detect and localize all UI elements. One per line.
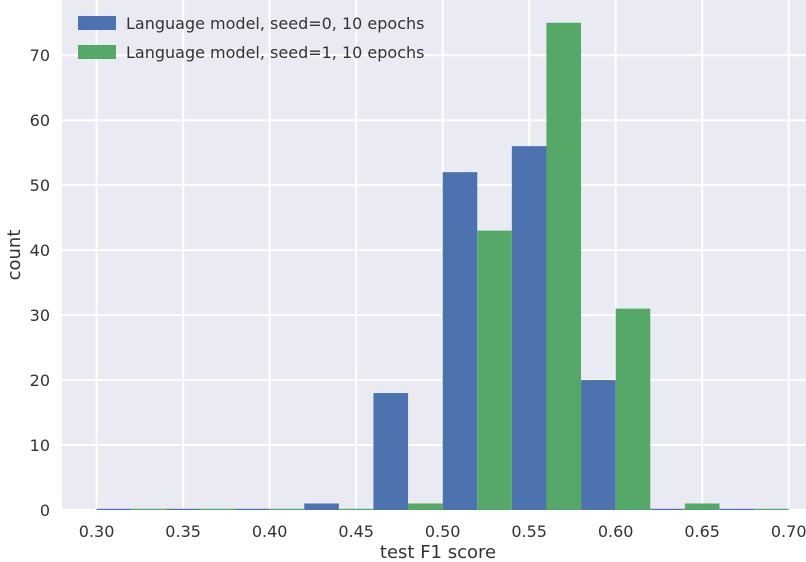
plot-background: [62, 0, 806, 510]
bar-series-0-bin-2: [235, 508, 270, 510]
bar-series-0-bin-0: [96, 508, 132, 510]
bar-series-1-bin-5: [477, 230, 512, 510]
legend-swatch: [78, 45, 116, 59]
x-axis-label: test F1 score: [380, 542, 496, 562]
y-tick-labels: 0 10 20 30 40 50 60 70: [30, 46, 50, 520]
x-tick-label: 0.35: [165, 522, 201, 541]
x-tick-label: 0.40: [252, 522, 288, 541]
y-tick-label: 0: [40, 501, 50, 520]
bar-series-1-bin-9: [754, 508, 789, 510]
x-tick-label: 0.70: [771, 522, 806, 541]
x-tick-label: 0.50: [425, 522, 461, 541]
y-tick-label: 30: [30, 306, 50, 325]
bar-series-0-bin-9: [719, 508, 755, 510]
bar-series-1-bin-7: [615, 308, 651, 510]
y-tick-label: 50: [30, 176, 50, 195]
bar-series-1-bin-6: [546, 22, 582, 510]
bar-series-1-bin-3: [338, 508, 374, 510]
x-tick-label: 0.65: [684, 522, 720, 541]
bar-series-1-bin-1: [200, 508, 236, 510]
bar-series-0-bin-5: [442, 172, 478, 511]
legend-entry: Language model, seed=0, 10 epochs: [126, 14, 424, 33]
y-axis-label: count: [4, 230, 25, 281]
x-tick-label: 0.60: [598, 522, 634, 541]
y-tick-label: 40: [30, 241, 50, 260]
y-tick-label: 20: [30, 371, 50, 390]
y-tick-label: 70: [30, 46, 50, 65]
y-tick-label: 60: [30, 111, 50, 130]
bar-series-1-bin-0: [131, 508, 166, 510]
bar-series-0-bin-1: [165, 508, 201, 510]
bar-series-1-bin-2: [269, 508, 305, 510]
bar-series-0-bin-3: [304, 503, 339, 510]
bar-series-1-bin-8: [684, 503, 720, 510]
x-tick-label: 0.55: [511, 522, 547, 541]
bars-layer: [96, 22, 789, 511]
legend-entry: Language model, seed=1, 10 epochs: [126, 43, 424, 62]
x-tick-label: 0.30: [79, 522, 115, 541]
bar-series-1-bin-4: [408, 503, 443, 510]
x-tick-label: 0.45: [338, 522, 374, 541]
y-tick-label: 10: [30, 436, 50, 455]
legend-swatch: [78, 16, 116, 30]
bar-series-0-bin-6: [511, 146, 547, 510]
bar-series-0-bin-4: [373, 393, 409, 510]
bar-series-0-bin-7: [581, 380, 616, 510]
bar-series-0-bin-8: [650, 508, 685, 510]
legend: Language model, seed=0, 10 epochs Languag…: [78, 14, 424, 62]
x-tick-labels: 0.30 0.35 0.40 0.45 0.50 0.55 0.60 0.65 0.70: [79, 522, 806, 541]
